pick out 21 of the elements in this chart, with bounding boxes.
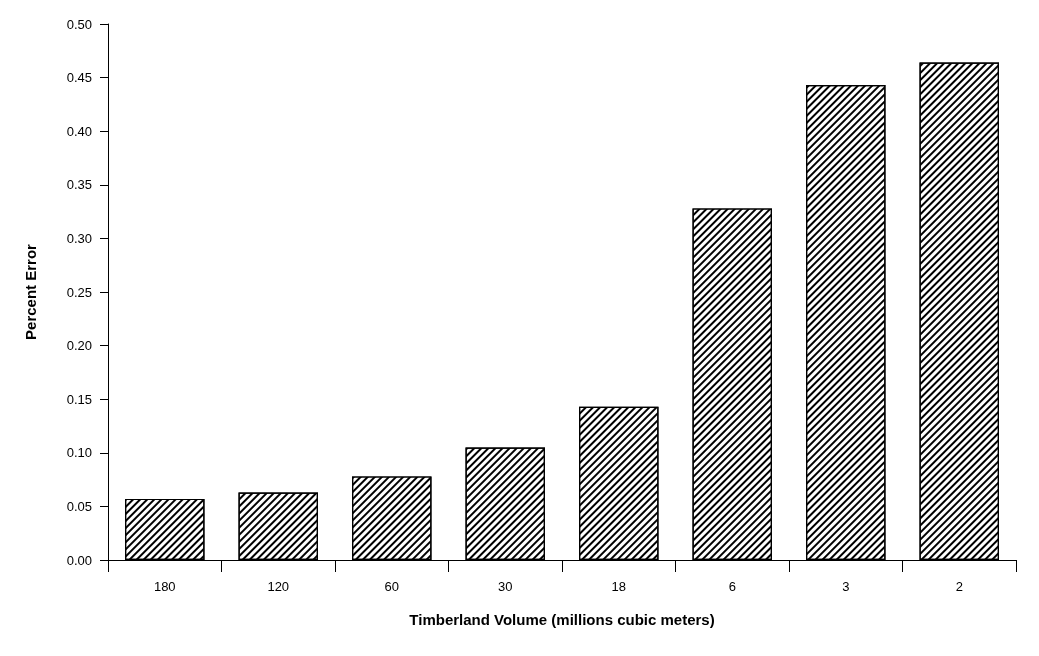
y-tick-label: 0.15 [66, 391, 92, 407]
x-tick-label: 6 [728, 579, 736, 594]
x-tick-label: 30 [498, 579, 513, 594]
x-tick-label: 18 [611, 579, 626, 594]
y-tick-label: 0.30 [66, 230, 92, 246]
y-tick-label: 0.50 [66, 16, 92, 32]
x-tick-label: 2 [955, 579, 963, 594]
y-tick-label: 0.10 [66, 445, 92, 461]
y-tick-label: 0.45 [66, 70, 92, 86]
y-tick-label: 0.25 [66, 284, 92, 300]
y-axis-title: Percent Error [22, 243, 39, 340]
y-tick-label: 0.35 [66, 177, 92, 193]
x-axis-title: Timberland Volume (millions cubic meters) [409, 611, 715, 628]
y-tick-label: 0.20 [66, 338, 92, 354]
x-tick-label: 3 [842, 579, 850, 594]
y-tick-label: 0.05 [66, 498, 92, 514]
y-tick-label: 0.40 [66, 123, 92, 139]
x-tick-label: 180 [153, 579, 176, 594]
y-tick-label: 0.00 [66, 552, 92, 568]
x-tick-label: 60 [384, 579, 399, 594]
x-tick-label: 120 [267, 579, 290, 594]
